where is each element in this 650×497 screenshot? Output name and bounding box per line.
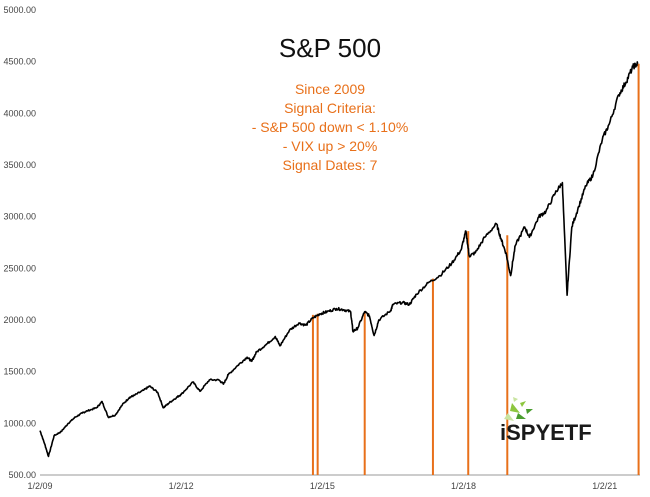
x-tick-label: 1/2/15 [310, 481, 335, 491]
annotation-line: Since 2009 [295, 81, 365, 97]
y-tick-label: 1000.00 [3, 418, 36, 428]
ispyetf-logo: iSPYETF [500, 397, 592, 445]
x-tick-label: 1/2/09 [27, 481, 52, 491]
chart-title: S&P 500 [279, 33, 381, 63]
x-tick-label: 1/2/18 [451, 481, 476, 491]
y-tick-label: 500.00 [8, 470, 36, 480]
y-tick-label: 4000.00 [3, 108, 36, 118]
y-tick-label: 4500.00 [3, 57, 36, 67]
x-tick-label: 1/2/21 [592, 481, 617, 491]
annotation-block: Since 2009 Signal Criteria: - S&P 500 down… [252, 81, 409, 173]
annotation-line: Signal Criteria: [284, 100, 376, 116]
y-tick-label: 1500.00 [3, 367, 36, 377]
y-tick-label: 5000.00 [3, 5, 36, 15]
logo-text: iSPYETF [500, 420, 592, 445]
annotation-line: Signal Dates: 7 [283, 157, 378, 173]
y-tick-label: 2500.00 [3, 263, 36, 273]
y-tick-label: 3000.00 [3, 212, 36, 222]
x-tick-label: 1/2/12 [169, 481, 194, 491]
signal-lines [311, 63, 640, 475]
x-axis-ticks: 1/2/09 1/2/12 1/2/15 1/2/18 1/2/21 [27, 481, 617, 491]
sp500-price-line [39, 61, 639, 458]
y-tick-label: 3500.00 [3, 160, 36, 170]
annotation-line: - VIX up > 20% [283, 138, 378, 154]
logo-burst-icon [504, 397, 533, 421]
y-axis-ticks: 500.00 1000.00 1500.00 2000.00 2500.00 3000.0… [3, 5, 36, 480]
annotation-line: - S&P 500 down < 1.10% [252, 119, 409, 135]
y-tick-label: 2000.00 [3, 315, 36, 325]
